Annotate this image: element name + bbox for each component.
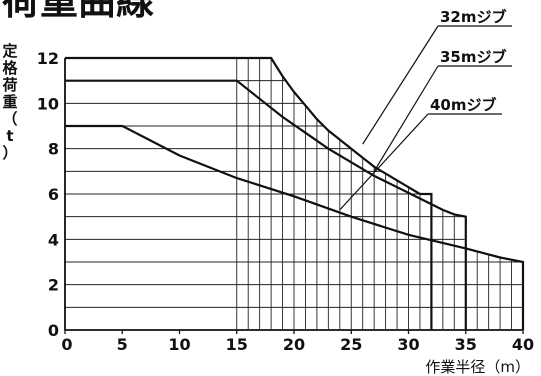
chart-title: 荷重曲線 <box>2 0 154 23</box>
x-tick-label: 35 <box>455 335 477 354</box>
load-curves <box>65 56 525 330</box>
x-tick-label: 30 <box>397 335 419 354</box>
legend-label: 35mジブ <box>440 48 507 66</box>
y-axis-label-char: t <box>6 127 13 145</box>
y-tick-label: 8 <box>48 140 59 159</box>
x-tick-label: 20 <box>283 335 305 354</box>
series-line-1 <box>65 56 433 330</box>
y-tick-label: 4 <box>48 230 59 249</box>
x-tick-label: 10 <box>168 335 190 354</box>
y-axis-label-char: 荷 <box>2 76 17 94</box>
y-tick-label: 6 <box>48 185 59 204</box>
y-tick-label: 0 <box>48 321 59 340</box>
x-tick-label: 40 <box>512 335 534 354</box>
x-tick-label: 15 <box>226 335 248 354</box>
y-tick-label: 2 <box>48 276 59 295</box>
y-axis-label-char: 定 <box>2 42 17 60</box>
y-axis-label-char: 重 <box>2 93 17 111</box>
legend-label: 40mジブ <box>430 96 497 114</box>
legend: 32mジブ 35mジブ 40mジブ <box>339 8 512 211</box>
series-line-2 <box>65 79 467 330</box>
x-axis-label: 作業半径（m） <box>425 358 530 376</box>
legend-leader-line <box>362 25 439 145</box>
x-tick-label: 0 <box>61 335 72 354</box>
x-tick-label: 25 <box>340 335 362 354</box>
legend-leader-line <box>339 113 429 211</box>
y-axis-label-char: ） <box>2 144 17 162</box>
series-line-3 <box>65 124 525 330</box>
y-axis-label-char: （ <box>2 110 17 128</box>
y-tick-label: 12 <box>37 49 59 68</box>
x-tick-label: 5 <box>117 335 128 354</box>
legend-label: 32mジブ <box>440 8 507 26</box>
y-axis-label-char: 格 <box>2 59 18 77</box>
y-tick-label: 10 <box>37 94 59 113</box>
y-tick-labels: 0 2 4 6 8 10 12 <box>37 49 59 340</box>
x-tick-labels: 0 5 10 15 20 25 30 35 40 <box>61 335 534 354</box>
legend-leader-line <box>373 65 439 172</box>
